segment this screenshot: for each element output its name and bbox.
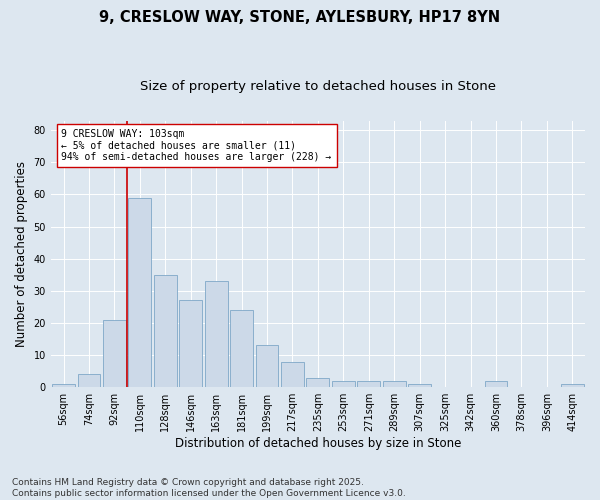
Bar — [561, 384, 584, 387]
Bar — [332, 381, 355, 387]
Bar — [256, 346, 278, 387]
Text: 9 CRESLOW WAY: 103sqm
← 5% of detached houses are smaller (11)
94% of semi-detac: 9 CRESLOW WAY: 103sqm ← 5% of detached h… — [61, 128, 332, 162]
X-axis label: Distribution of detached houses by size in Stone: Distribution of detached houses by size … — [175, 437, 461, 450]
Bar — [179, 300, 202, 387]
Y-axis label: Number of detached properties: Number of detached properties — [15, 161, 28, 347]
Bar — [230, 310, 253, 387]
Text: Contains HM Land Registry data © Crown copyright and database right 2025.
Contai: Contains HM Land Registry data © Crown c… — [12, 478, 406, 498]
Bar — [52, 384, 75, 387]
Text: 9, CRESLOW WAY, STONE, AYLESBURY, HP17 8YN: 9, CRESLOW WAY, STONE, AYLESBURY, HP17 8… — [100, 10, 500, 25]
Bar — [383, 381, 406, 387]
Bar — [307, 378, 329, 387]
Title: Size of property relative to detached houses in Stone: Size of property relative to detached ho… — [140, 80, 496, 93]
Bar — [408, 384, 431, 387]
Bar — [485, 381, 508, 387]
Bar — [205, 281, 227, 387]
Bar — [358, 381, 380, 387]
Bar — [128, 198, 151, 387]
Bar — [154, 275, 177, 387]
Bar — [103, 320, 126, 387]
Bar — [77, 374, 100, 387]
Bar — [281, 362, 304, 387]
